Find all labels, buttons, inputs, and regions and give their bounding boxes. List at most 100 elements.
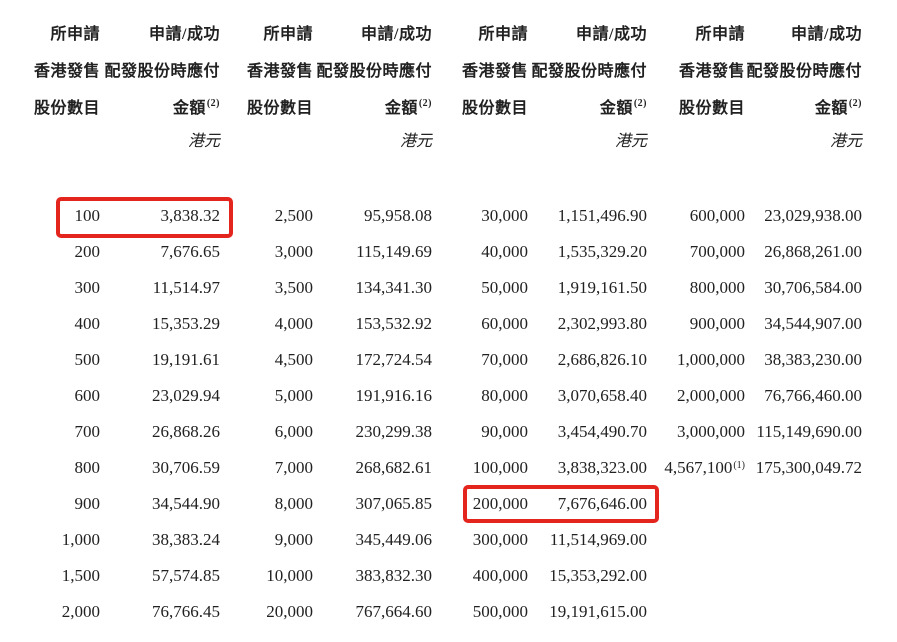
amount-cell: 191,916.16 [355, 386, 433, 405]
amount-header: 配發股份時應付 [316, 62, 432, 80]
amount-cell: 1,151,496.90 [557, 206, 647, 225]
shares-cell: 40,000 [481, 242, 528, 261]
shares-header: 所申請 [478, 25, 528, 43]
shares-cell [647, 558, 745, 594]
shares-cell: 100,000 [472, 458, 528, 477]
currency-label: 港元 [614, 133, 647, 150]
shares-cell [647, 522, 745, 558]
amount-cell: 3,070,658.40 [557, 386, 647, 405]
amount-cell: 76,766,460.00 [764, 386, 862, 405]
amount-cell: 11,514.97 [152, 278, 220, 297]
shares-cell: 2,500 [274, 206, 313, 225]
amount-cell: 34,544.90 [152, 494, 220, 513]
amount-cell: 153,532.92 [355, 314, 433, 333]
shares-cell: 400,000 [472, 566, 528, 585]
amount-cell: 134,341.30 [355, 278, 433, 297]
amount-header: 配發股份時應付 [531, 62, 647, 80]
shares-header: 所申請 [695, 25, 745, 43]
amount-cell: 3,838,323.00 [557, 458, 647, 477]
shares-cell: 700,000 [689, 242, 745, 261]
amount-cell: 19,191.61 [152, 350, 220, 369]
amount-cell: 1,535,329.20 [557, 242, 647, 261]
amount-cell: 76,766.45 [152, 602, 220, 621]
shares-header: 香港發售 [246, 62, 313, 80]
amount-cell: 30,706,584.00 [764, 278, 862, 297]
shares-cell: 300 [74, 278, 101, 297]
shares-header: 所申請 [50, 25, 100, 43]
shares-cell [647, 486, 745, 522]
shares-cell: 80,000 [481, 386, 528, 405]
amount-header: 金額 (2) [814, 97, 862, 117]
shares-cell: 9,000 [274, 530, 313, 549]
shares-cell: 6,000 [274, 422, 313, 441]
shares-cell: 800,000 [689, 278, 745, 297]
shares-cell: 700 [74, 422, 101, 441]
amount-cell: 172,724.54 [355, 350, 433, 369]
shares-cell: 1,500 [61, 566, 100, 585]
amount-cell: 38,383,230.00 [764, 350, 862, 369]
amount-cell: 383,832.30 [355, 566, 433, 585]
amount-cell [745, 558, 862, 594]
shares-header: 香港發售 [33, 62, 100, 80]
currency-label: 港元 [187, 133, 220, 150]
shares-cell: 7,000 [274, 458, 313, 477]
shares-cell: 3,000 [274, 242, 313, 261]
currency-label: 港元 [399, 133, 432, 150]
amount-header: 金額 (2) [599, 97, 647, 117]
shares-cell: 3,000,000 [677, 422, 745, 441]
header-spacer-cell [432, 124, 528, 198]
amount-cell [745, 486, 862, 522]
shares-cell: 90,000 [481, 422, 528, 441]
amount-cell: 268,682.61 [355, 458, 433, 477]
amount-cell: 23,029,938.00 [764, 206, 862, 225]
shares-header: 香港發售 [678, 62, 745, 80]
header-spacer-cell [0, 124, 100, 198]
shares-cell: 900,000 [689, 314, 745, 333]
shares-header: 股份數目 [33, 99, 100, 117]
amount-cell: 1,919,161.50 [557, 278, 647, 297]
shares-cell: 600,000 [689, 206, 745, 225]
amount-cell: 15,353.29 [152, 314, 220, 333]
amount-cell: 19,191,615.00 [549, 602, 647, 621]
amount-cell: 11,514,969.00 [549, 530, 647, 549]
amount-cell: 15,353,292.00 [549, 566, 647, 585]
shares-cell: 30,000 [481, 206, 528, 225]
amount-cell: 345,449.06 [355, 530, 433, 549]
amount-cell: 2,686,826.10 [557, 350, 647, 369]
header-spacer-cell [647, 124, 745, 198]
amount-cell: 38,383.24 [152, 530, 220, 549]
amount-cell: 34,544,907.00 [764, 314, 862, 333]
amount-cell: 3,838.32 [160, 206, 221, 225]
fee-table: 所申請 申請/成功 所申請 申請/成功 所申請 申請/成功 所申請 申請/成功 香港發售 配發股份… [0, 13, 862, 630]
shares-cell: 50,000 [481, 278, 528, 297]
amount-header: 金額 (2) [384, 97, 432, 117]
shares-cell: 200,000 [472, 494, 528, 513]
shares-cell: 8,000 [274, 494, 313, 513]
shares-header: 股份數目 [678, 99, 745, 117]
shares-header: 股份數目 [246, 99, 313, 117]
amount-cell [745, 594, 862, 630]
amount-cell: 57,574.85 [152, 566, 220, 585]
amount-cell: 26,868.26 [152, 422, 220, 441]
amount-header: 申請/成功 [791, 25, 862, 43]
amount-cell: 7,676.65 [160, 242, 221, 261]
amount-cell: 115,149.69 [356, 242, 432, 261]
shares-cell: 4,500 [274, 350, 313, 369]
shares-header: 香港發售 [461, 62, 528, 80]
shares-header: 股份數目 [461, 99, 528, 117]
amount-cell [745, 522, 862, 558]
amount-cell: 307,065.85 [355, 494, 433, 513]
amount-cell: 3,454,490.70 [557, 422, 647, 441]
shares-cell: 3,500 [274, 278, 313, 297]
shares-cell: 300,000 [472, 530, 528, 549]
shares-header: 所申請 [263, 25, 313, 43]
shares-cell: 4,000 [274, 314, 313, 333]
shares-cell: 200 [74, 242, 101, 261]
shares-cell: 4,567,100 (1) [664, 458, 745, 477]
amount-header: 申請/成功 [576, 25, 647, 43]
shares-cell: 900 [74, 494, 101, 513]
shares-cell: 20,000 [266, 602, 313, 621]
shares-cell: 500,000 [472, 602, 528, 621]
amount-cell: 175,300,049.72 [755, 458, 862, 477]
